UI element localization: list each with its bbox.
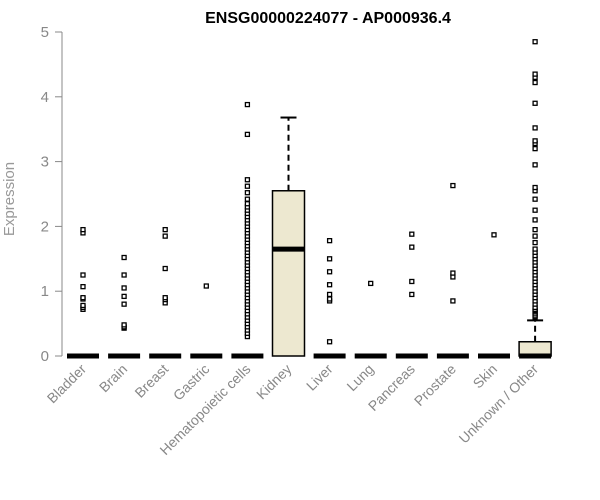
outlier-point [409, 278, 415, 285]
outlier-point [532, 100, 538, 106]
outlier-point [532, 207, 538, 213]
outlier-point [532, 125, 538, 131]
box-4 [190, 283, 223, 359]
outlier-point [532, 239, 538, 246]
y-tick-label: 5 [41, 24, 49, 41]
outlier-point [244, 177, 251, 183]
outlier-point [532, 246, 538, 252]
outlier-point [532, 233, 538, 239]
box-11 [478, 232, 510, 359]
chart-title: ENSG00000224077 - AP000936.4 [205, 10, 451, 27]
outlier-point [450, 298, 456, 304]
box-5 [231, 101, 264, 359]
outlier-point [326, 256, 333, 262]
outlier-point [244, 190, 251, 196]
plot-area [67, 39, 552, 359]
outlier-point [409, 291, 415, 298]
outlier-point [121, 272, 127, 278]
box-3 [149, 226, 182, 359]
outlier-point [532, 162, 538, 168]
box-2 [108, 254, 141, 359]
y-tick-label: 3 [41, 154, 49, 171]
outlier-point [244, 101, 251, 108]
outlier-point [409, 244, 415, 250]
outlier-point [162, 226, 168, 233]
outlier-point [532, 196, 538, 202]
outlier-point [532, 71, 538, 77]
y-tick-label: 1 [41, 283, 49, 300]
outlier-point [121, 322, 127, 328]
outlier-point [326, 282, 333, 288]
outlier-point [532, 217, 538, 223]
outlier-point [80, 284, 86, 290]
box-7 [313, 238, 346, 359]
outlier-point [244, 131, 251, 138]
x-tick-label: Liver [303, 361, 336, 394]
outlier-point [450, 182, 456, 189]
outlier-point [244, 201, 251, 207]
outlier-point [80, 226, 86, 233]
box-1 [67, 226, 99, 359]
outlier-point [326, 269, 333, 275]
x-tick-label: Breast [131, 361, 171, 401]
outlier-point [532, 184, 538, 191]
outlier-point [326, 238, 333, 244]
x-tick-label: Brain [96, 361, 130, 395]
outlier-point [162, 233, 168, 239]
outlier-point [532, 79, 538, 86]
outlier-point [121, 254, 127, 261]
outlier-point [368, 280, 374, 287]
outlier-point [162, 265, 168, 272]
outlier-point [532, 39, 538, 45]
outlier-point [80, 272, 86, 278]
y-axis-label: Expression [1, 162, 18, 236]
outlier-point [244, 196, 251, 202]
y-axis: 0 1 2 3 4 5 [41, 24, 63, 365]
outlier-point [203, 283, 209, 289]
outlier-point [491, 232, 497, 238]
outlier-point [162, 295, 168, 301]
outlier-point [409, 231, 415, 237]
outlier-point [532, 226, 538, 233]
outlier-point [450, 270, 456, 276]
x-tick-label: Skin [470, 361, 501, 392]
outlier-point [80, 295, 86, 301]
outlier-point [532, 138, 538, 144]
y-tick-label: 2 [41, 218, 49, 235]
outlier-point [121, 285, 127, 291]
x-tick-label: Lung [343, 361, 376, 394]
outlier-point [80, 302, 86, 309]
outlier-point [326, 339, 333, 345]
x-tick-label: Prostate [411, 361, 459, 409]
outlier-point [326, 296, 333, 302]
box-6 [271, 116, 306, 357]
outlier-point [532, 145, 538, 152]
box-12 [518, 39, 552, 359]
x-tick-label: Bladder [44, 361, 90, 407]
box-8 [354, 280, 387, 359]
box-10 [436, 182, 469, 359]
x-tick-label: Kidney [253, 361, 295, 403]
outlier-point [121, 293, 127, 300]
box-9 [395, 231, 428, 359]
outlier-point [326, 291, 333, 298]
y-tick-label: 4 [41, 89, 49, 106]
outlier-point [244, 183, 251, 189]
outlier-point [121, 301, 127, 307]
box-body [271, 190, 306, 357]
y-tick-label: 0 [41, 348, 49, 365]
